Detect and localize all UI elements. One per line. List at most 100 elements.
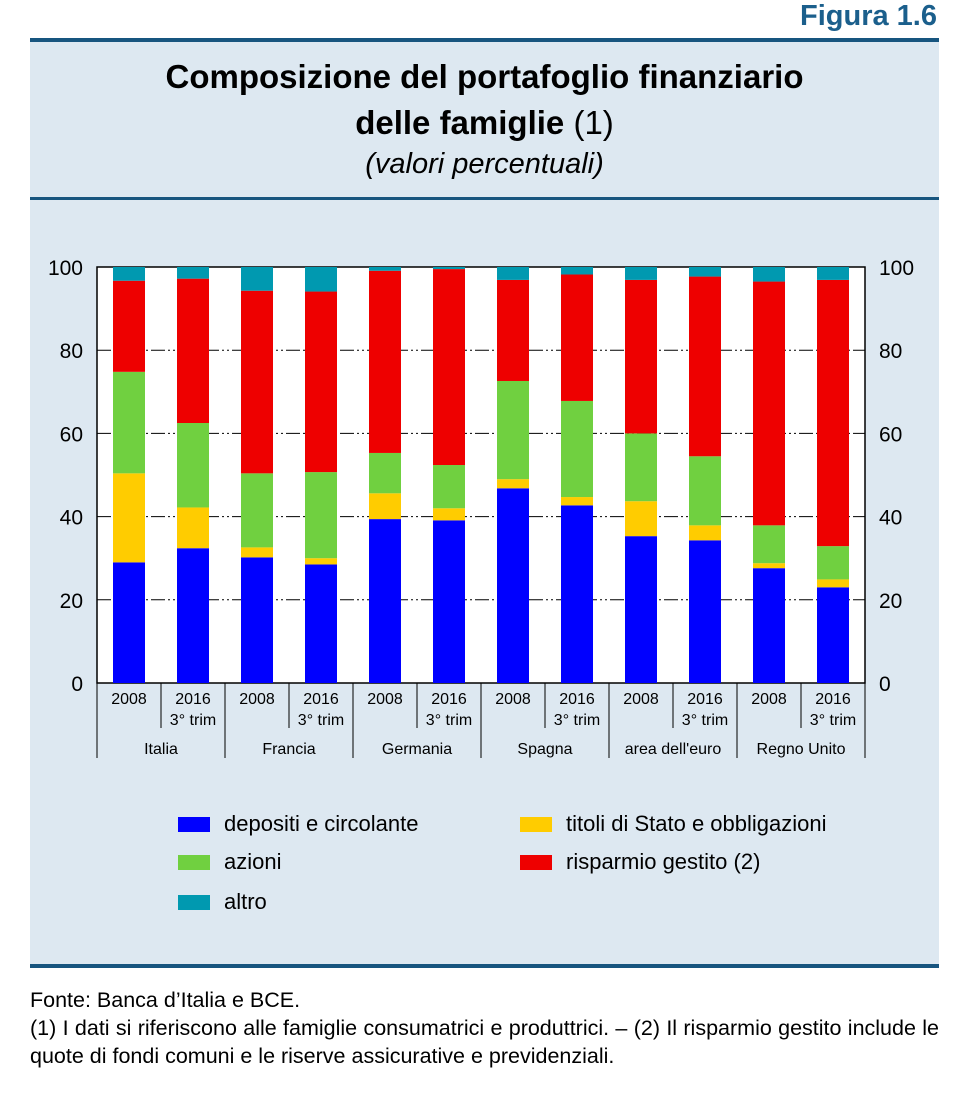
legend-label: altro	[224, 889, 267, 914]
bar-segment-risparmio-gestito-	[241, 290, 273, 474]
bar-segment-titoli-di-stato-e-obbligazioni	[113, 473, 145, 563]
y-tick-label-right: 20	[879, 590, 902, 613]
bar-segment-titoli-di-stato-e-obbligazioni	[433, 508, 465, 521]
bar-segment-depositi-e-circolante	[241, 557, 273, 683]
bar-segment-azioni	[241, 473, 273, 548]
x-group-label: Germania	[382, 741, 452, 758]
bar-segment-risparmio-gestito-	[177, 278, 209, 423]
bar-segment-azioni	[561, 400, 593, 498]
legend-swatch	[178, 854, 210, 870]
bar-segment-azioni	[689, 456, 721, 526]
bar-segment-depositi-e-circolante	[753, 568, 785, 683]
bar-segment-azioni	[433, 465, 465, 509]
y-tick-label-right: 0	[879, 673, 891, 696]
bar-segment-depositi-e-circolante	[369, 519, 401, 683]
x-tick-year: 2008	[495, 691, 531, 708]
bar-segment-risparmio-gestito-	[305, 291, 337, 473]
bar-segment-depositi-e-circolante	[305, 564, 337, 683]
legend-item: azioni	[178, 849, 281, 875]
legend-label: risparmio gestito (2)	[566, 849, 761, 874]
source-note: Fonte: Banca d’Italia e BCE.	[30, 988, 301, 1012]
y-tick-label-right: 40	[879, 507, 902, 530]
bar-segment-altro	[817, 267, 849, 280]
y-tick-label-left: 100	[48, 257, 83, 280]
bar-segment-altro	[113, 267, 145, 281]
bar-segment-azioni	[305, 472, 337, 559]
legend-label: depositi e circolante	[224, 811, 419, 836]
x-group-label: Italia	[144, 741, 178, 758]
chart-title-line2: delle famiglie (1)	[30, 104, 939, 142]
bar-segment-altro	[177, 267, 209, 279]
x-tick-year: 2016	[687, 691, 723, 708]
title-rule	[30, 197, 939, 200]
x-tick-sub: 3° trim	[170, 712, 216, 729]
plot-area	[96, 266, 866, 684]
bar-segment-azioni	[817, 546, 849, 580]
bar-segment-risparmio-gestito-	[817, 279, 849, 547]
x-tick-year: 2008	[623, 691, 659, 708]
x-tick-year: 2008	[367, 691, 403, 708]
bar-segment-azioni	[113, 371, 145, 474]
legend-item: altro	[178, 889, 267, 915]
bar-segment-altro	[689, 267, 721, 277]
legend-item: risparmio gestito (2)	[520, 849, 760, 875]
bar-segment-risparmio-gestito-	[433, 269, 465, 466]
bar-segment-titoli-di-stato-e-obbligazioni	[817, 579, 849, 588]
bar-segment-risparmio-gestito-	[625, 279, 657, 434]
bar-segment-titoli-di-stato-e-obbligazioni	[625, 501, 657, 537]
bar-segment-altro	[561, 267, 593, 275]
bar-segment-azioni	[625, 433, 657, 502]
x-tick-year: 2008	[239, 691, 275, 708]
legend-item: depositi e circolante	[178, 811, 418, 837]
bar-segment-depositi-e-circolante	[817, 587, 849, 683]
footnotes: (1) I dati si riferiscono alle famiglie …	[30, 1016, 939, 1068]
bar-segment-risparmio-gestito-	[753, 281, 785, 526]
bar-segment-altro	[625, 267, 657, 280]
chart-title: Composizione del portafoglio finanziario	[165, 58, 804, 95]
y-tick-label-left: 80	[60, 340, 83, 363]
bar-segment-azioni	[753, 525, 785, 564]
bar-segment-risparmio-gestito-	[369, 270, 401, 453]
x-tick-year: 2016	[175, 691, 211, 708]
x-tick-year: 2016	[559, 691, 595, 708]
bar-segment-altro	[753, 267, 785, 282]
bar-segment-titoli-di-stato-e-obbligazioni	[305, 558, 337, 565]
bar-segment-depositi-e-circolante	[689, 540, 721, 683]
figure-label: Figura 1.6	[800, 0, 937, 32]
bar-segment-risparmio-gestito-	[561, 274, 593, 401]
y-tick-label-right: 100	[879, 257, 914, 280]
bar-segment-titoli-di-stato-e-obbligazioni	[561, 497, 593, 506]
bar-segment-risparmio-gestito-	[113, 280, 145, 372]
bar-segment-azioni	[497, 380, 529, 480]
bar-segment-altro	[497, 267, 529, 280]
y-tick-label-right: 60	[879, 423, 902, 446]
bar-segment-titoli-di-stato-e-obbligazioni	[177, 507, 209, 549]
bar-segment-azioni	[177, 423, 209, 508]
bar-segment-titoli-di-stato-e-obbligazioni	[497, 479, 529, 489]
legend-label: azioni	[224, 849, 282, 874]
legend-swatch	[178, 894, 210, 910]
title-note: (1)	[564, 104, 614, 141]
y-tick-label-left: 40	[60, 507, 83, 530]
top-rule	[30, 38, 939, 42]
stacked-bar-chart: 0 0 20 20 40 40 60 60 80 80 100 100 2008 2016 3° trim 2…	[48, 257, 914, 758]
x-group-label: Francia	[262, 741, 315, 758]
bar-segment-depositi-e-circolante	[497, 488, 529, 683]
bar-segment-depositi-e-circolante	[433, 520, 465, 683]
x-tick-sub: 3° trim	[554, 712, 600, 729]
bar-segment-altro	[369, 267, 401, 271]
legend-swatch	[178, 816, 210, 832]
title-bold: delle famiglie	[355, 104, 565, 141]
y-tick-label-left: 20	[60, 590, 83, 613]
bar-segment-risparmio-gestito-	[497, 279, 529, 381]
bottom-rule	[30, 964, 939, 968]
legend-item: titoli di Stato e obbligazioni	[520, 811, 827, 837]
bar-segment-depositi-e-circolante	[113, 562, 145, 683]
bar-segment-azioni	[369, 452, 401, 494]
bar-segment-altro	[241, 267, 273, 291]
bar-segment-depositi-e-circolante	[625, 536, 657, 683]
chart-subtitle: (valori percentuali)	[365, 148, 604, 180]
x-tick-year: 2016	[815, 691, 851, 708]
bar-segment-titoli-di-stato-e-obbligazioni	[689, 525, 721, 541]
